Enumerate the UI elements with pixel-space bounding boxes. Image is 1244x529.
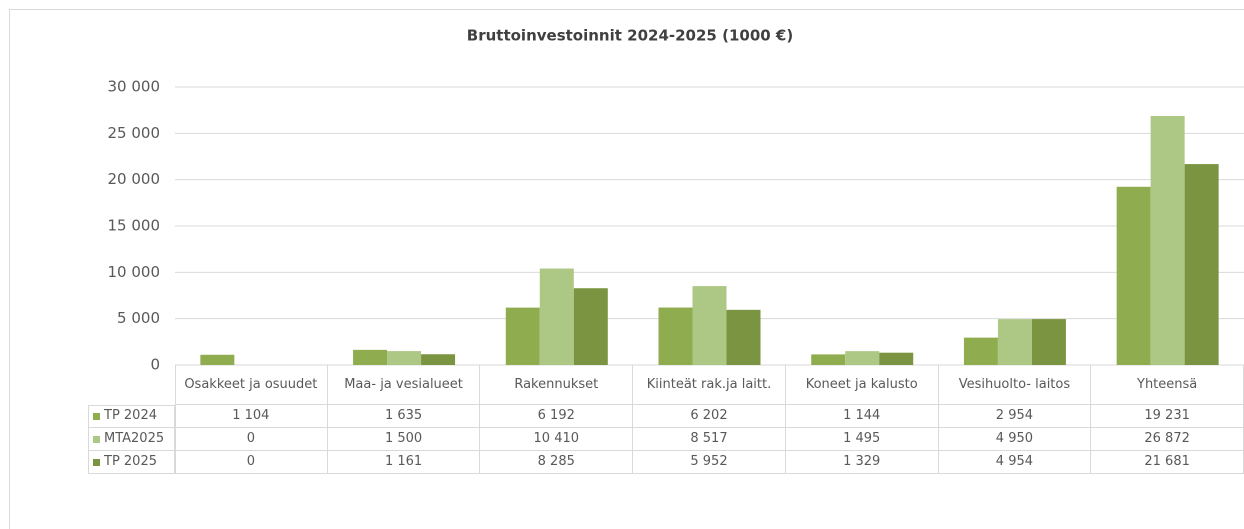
bar — [997, 319, 1032, 365]
y-tick-label: 0 — [150, 356, 160, 374]
data-table-value: 8 285 — [480, 451, 634, 474]
bar — [658, 307, 693, 365]
bar — [421, 354, 456, 365]
category-label: Vesihuolto- laitos — [938, 365, 1092, 405]
bar — [963, 337, 998, 365]
bar — [200, 354, 235, 365]
data-table-value: 0 — [175, 451, 328, 474]
data-table-value: 2 954 — [938, 405, 1092, 428]
chart-title: Bruttoinvestoinnit 2024-2025 (1000 €) — [467, 27, 793, 45]
data-table-value: 1 635 — [327, 405, 481, 428]
category-label: Rakennukset — [480, 365, 634, 405]
legend-swatch — [93, 458, 100, 466]
bar — [1184, 164, 1219, 365]
category-label: Yhteensä — [1091, 365, 1244, 405]
data-table-value: 26 872 — [1091, 428, 1244, 451]
y-tick-label: 30 000 — [108, 78, 161, 96]
data-table-value: 1 495 — [785, 428, 939, 451]
legend-entry: MTA2025 — [88, 428, 175, 451]
bar — [811, 354, 846, 365]
bar — [387, 351, 422, 365]
data-table-value: 10 410 — [480, 428, 634, 451]
category-label: Koneet ja kalusto — [785, 365, 939, 405]
data-table-value: 6 202 — [633, 405, 786, 428]
bar — [726, 309, 761, 365]
bar — [505, 307, 540, 365]
bar — [539, 268, 574, 365]
data-table-value: 5 952 — [633, 451, 786, 474]
category-label: Osakkeet ja osuudet — [175, 365, 328, 405]
legend-label: TP 2024 — [104, 408, 157, 423]
legend-label: MTA2025 — [104, 431, 165, 446]
data-table-value: 21 681 — [1091, 451, 1244, 474]
y-tick-label: 15 000 — [108, 217, 161, 235]
legend-entry: TP 2024 — [88, 405, 175, 428]
data-table-value: 1 161 — [327, 451, 481, 474]
legend-entry: TP 2025 — [88, 451, 175, 474]
chart-frame — [9, 9, 1244, 529]
bar — [353, 349, 388, 365]
data-table-value: 8 517 — [633, 428, 786, 451]
bar — [692, 286, 727, 365]
legend-label: TP 2025 — [104, 454, 157, 469]
category-label: Kiinteät rak.ja laitt. — [633, 365, 786, 405]
data-table-value: 1 144 — [785, 405, 939, 428]
bar — [573, 288, 608, 365]
data-table-value: 1 500 — [327, 428, 481, 451]
data-table-value: 0 — [175, 428, 328, 451]
bar — [1116, 186, 1151, 365]
data-table-value: 6 192 — [480, 405, 634, 428]
bar — [845, 351, 880, 365]
y-tick-label: 25 000 — [108, 124, 161, 142]
data-table-value: 4 954 — [938, 451, 1092, 474]
bar — [879, 352, 914, 365]
bar — [1150, 115, 1185, 365]
data-table-value: 4 950 — [938, 428, 1092, 451]
category-label: Maa- ja vesialueet — [327, 365, 481, 405]
y-tick-label: 20 000 — [108, 170, 161, 188]
bar — [1031, 319, 1066, 365]
y-tick-label: 5 000 — [117, 309, 160, 327]
y-tick-label: 10 000 — [108, 263, 161, 281]
data-table-value: 1 329 — [785, 451, 939, 474]
data-table-value: 19 231 — [1091, 405, 1244, 428]
legend-swatch — [93, 435, 100, 443]
legend-swatch — [93, 412, 100, 420]
data-table-value: 1 104 — [175, 405, 328, 428]
